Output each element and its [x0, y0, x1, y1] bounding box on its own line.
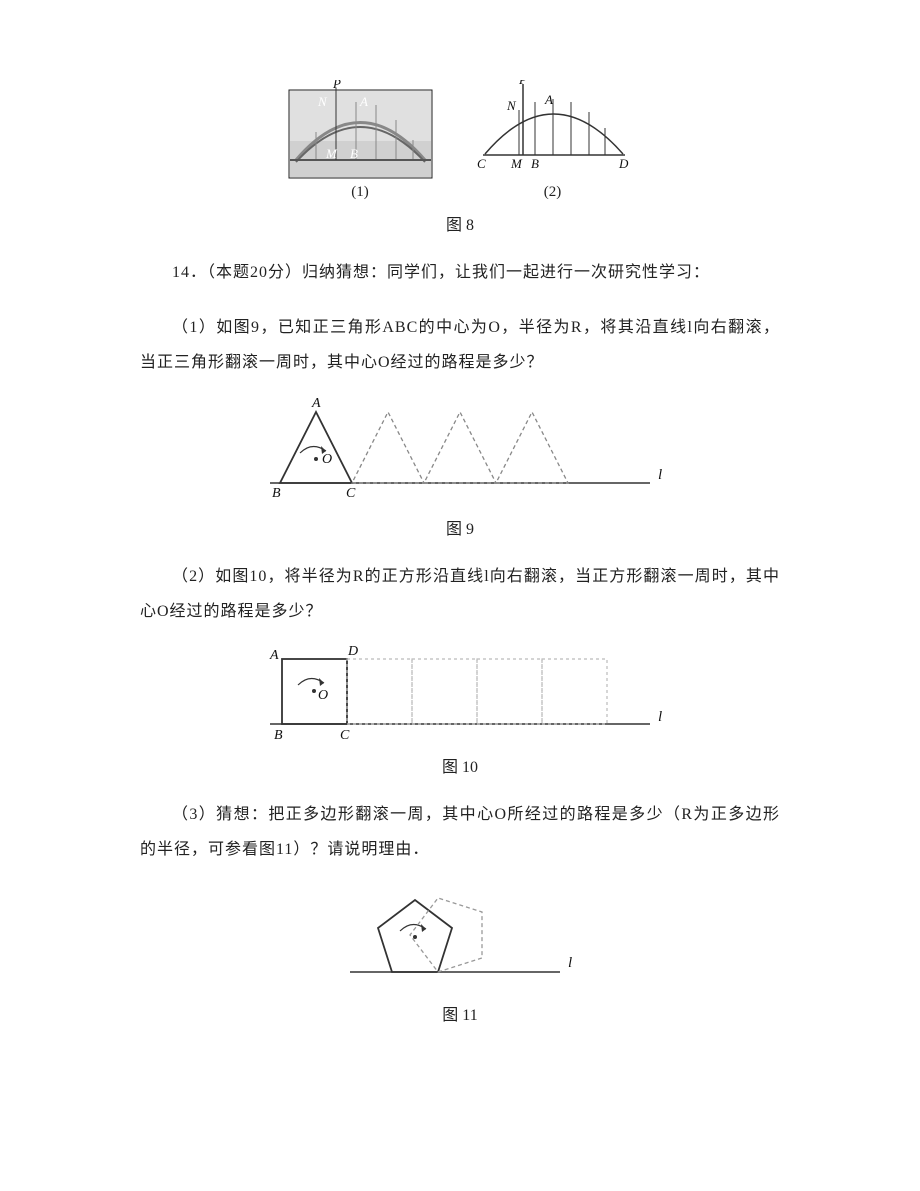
- fig8-diag-C: C: [477, 156, 486, 171]
- fig9-A: A: [311, 396, 321, 411]
- fig10-l: l: [658, 709, 662, 725]
- fig8-photo-N: N: [317, 94, 328, 109]
- figure-8-photo: P N A M B: [288, 80, 433, 180]
- fig10-O: O: [318, 688, 328, 703]
- figure-11-wrap: l: [0, 877, 920, 997]
- q14-p1: （1）如图9，已知正三角形ABC的中心为O，半径为R，将其沿直线l向右翻滚，当正…: [140, 310, 780, 380]
- figure-8-photo-wrap: P N A M B (1): [288, 80, 433, 201]
- fig8-photo-A: A: [359, 94, 368, 109]
- fig8-diag-B: B: [531, 156, 539, 171]
- fig10-C: C: [340, 728, 350, 743]
- q14-number: 14．: [172, 264, 207, 281]
- fig8-photo-M: M: [325, 146, 338, 161]
- fig10-A: A: [269, 648, 279, 663]
- fig8-diag-A: A: [544, 92, 553, 107]
- fig11-l: l: [568, 955, 572, 971]
- fig8-photo-sublabel: (1): [351, 184, 369, 201]
- fig9-l: l: [658, 467, 662, 483]
- fig10-D: D: [347, 644, 358, 659]
- fig8-diag-P: P: [518, 80, 527, 87]
- fig10-B: B: [274, 728, 283, 743]
- fig8-diagram-sublabel: (2): [544, 184, 562, 201]
- figure-10: A D O B C l: [240, 639, 680, 749]
- figure-9-caption: 图 9: [0, 515, 920, 539]
- fig8-diag-M: M: [510, 156, 523, 171]
- figure-9-wrap: A O B C l: [0, 391, 920, 511]
- q14-intro: 14．（本题20分）归纳猜想：同学们，让我们一起进行一次研究性学习：: [140, 255, 780, 290]
- fig9-C: C: [346, 486, 356, 501]
- figure-11-caption: 图 11: [0, 1001, 920, 1025]
- figure-9: A O B C l: [240, 391, 680, 511]
- figure-8-diagram: P N A C M B D: [473, 80, 633, 180]
- figure-10-wrap: A D O B C l: [0, 639, 920, 749]
- figure-8: P N A M B (1): [0, 80, 920, 201]
- q14-points: （本题20分）: [207, 264, 302, 281]
- q14-p3: （3）猜想：把正多边形翻滚一周，其中心O所经过的路程是多少（R为正多边形的半径，…: [140, 797, 780, 867]
- q14-p2: （2）如图10，将半径为R的正方形沿直线l向右翻滚，当正方形翻滚一周时，其中心O…: [140, 559, 780, 629]
- figure-8-caption: 图 8: [0, 211, 920, 235]
- figure-10-caption: 图 10: [0, 753, 920, 777]
- fig9-B: B: [272, 486, 281, 501]
- q14-intro-text: 归纳猜想：同学们，让我们一起进行一次研究性学习：: [302, 264, 710, 281]
- fig8-photo-P: P: [332, 80, 341, 91]
- figure-8-diagram-wrap: P N A C M B D (2): [473, 80, 633, 201]
- fig8-diag-D: D: [618, 156, 629, 171]
- fig8-photo-B: B: [350, 146, 358, 161]
- fig9-O: O: [322, 452, 332, 467]
- page-content: P N A M B (1): [0, 80, 920, 1025]
- fig8-diag-N: N: [506, 98, 517, 113]
- figure-11: l: [310, 877, 610, 997]
